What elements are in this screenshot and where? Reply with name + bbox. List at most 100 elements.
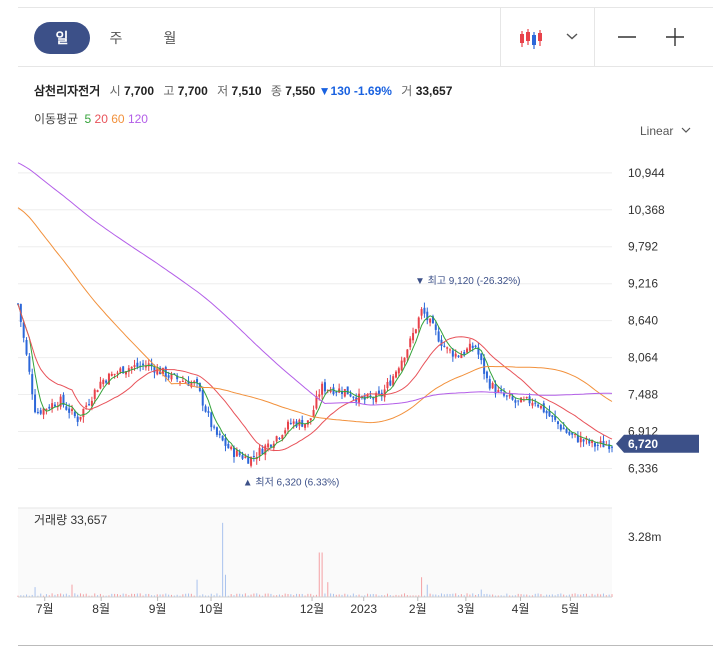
candle — [304, 423, 307, 428]
period-tab-week[interactable]: 주 — [109, 30, 123, 46]
candle — [363, 396, 366, 400]
plus-icon[interactable] — [664, 26, 688, 50]
price-axis-tick: 10,944 — [628, 166, 665, 180]
candle — [218, 433, 221, 436]
candle — [125, 371, 127, 375]
candle — [420, 309, 423, 316]
candle — [25, 340, 28, 355]
ma-20[interactable]: 20 — [94, 112, 108, 126]
x-axis-tick: 12월 — [300, 602, 324, 616]
candle — [377, 390, 380, 394]
candle — [329, 389, 332, 392]
candle — [76, 416, 79, 422]
minus-icon[interactable] — [616, 26, 640, 50]
period-tab-month[interactable]: 월 — [163, 30, 177, 46]
candle — [412, 332, 415, 341]
candle — [551, 415, 554, 417]
candle — [312, 409, 315, 418]
candle — [477, 347, 480, 355]
candle — [559, 424, 562, 430]
candle — [122, 366, 125, 374]
candle — [105, 380, 108, 383]
candle — [548, 410, 551, 417]
candle — [133, 365, 136, 367]
volume-panel-bg — [18, 508, 612, 597]
candle — [292, 421, 295, 424]
candle — [281, 435, 284, 439]
candle — [397, 368, 400, 374]
x-axis-tick: 2월 — [409, 602, 427, 616]
candle — [395, 371, 397, 378]
candle — [238, 452, 241, 456]
candle — [557, 421, 559, 425]
candle — [147, 363, 150, 367]
candle — [269, 444, 272, 447]
candle — [596, 444, 599, 446]
candle — [287, 421, 289, 430]
stock-quote-bar: 삼천리자전거 시 7,700 고 7,700 저 7,510 종 7,550 ▼… — [34, 82, 452, 99]
candle — [372, 398, 375, 400]
ma-5[interactable]: 5 — [84, 112, 92, 126]
candlestick-icon[interactable] — [518, 26, 542, 50]
chevron-down-icon[interactable] — [564, 28, 588, 52]
candle — [90, 400, 93, 407]
candle — [520, 397, 523, 403]
candle — [181, 380, 184, 382]
candle — [193, 381, 196, 383]
candle — [341, 390, 343, 394]
candle — [457, 355, 460, 357]
period-tab-day[interactable]: 일 — [34, 22, 90, 54]
candle — [34, 394, 37, 413]
candle — [144, 365, 147, 368]
low-value: 7,510 — [231, 84, 262, 98]
candle — [554, 415, 557, 420]
candle — [102, 379, 105, 385]
x-axis-tick: 5월 — [562, 602, 580, 616]
candle — [545, 411, 548, 414]
scale-mode-dropdown[interactable]: Linear — [640, 124, 691, 138]
candle — [443, 345, 446, 347]
candle — [48, 406, 51, 409]
candle — [485, 371, 488, 379]
candle — [116, 372, 119, 374]
candle — [537, 404, 540, 407]
price-axis-tick: 9,216 — [628, 277, 658, 291]
candle — [267, 443, 270, 448]
candle — [176, 375, 179, 380]
candle — [247, 456, 250, 464]
open-label: 시 — [109, 84, 121, 98]
ma-120[interactable]: 120 — [127, 112, 148, 126]
candle — [167, 375, 170, 378]
candle — [483, 357, 486, 374]
candle — [184, 382, 187, 384]
candle — [534, 402, 537, 404]
ma-line-60 — [17, 207, 613, 424]
candle — [426, 311, 429, 321]
candle — [437, 331, 440, 342]
candle — [358, 393, 361, 403]
candle — [434, 324, 437, 330]
candle — [522, 399, 525, 401]
candle — [213, 426, 216, 428]
candle — [198, 382, 201, 392]
candle — [585, 438, 588, 440]
candle — [386, 381, 389, 389]
candle — [471, 345, 474, 348]
candle — [528, 396, 531, 404]
candle — [233, 447, 235, 458]
candle — [79, 416, 82, 420]
last-price-value: 6,720 — [628, 437, 658, 451]
candle — [517, 400, 520, 402]
candle — [45, 408, 48, 410]
ma-60[interactable]: 60 — [111, 112, 125, 126]
candle — [321, 383, 324, 395]
candle — [352, 396, 355, 398]
candle — [446, 347, 449, 349]
candle — [107, 373, 110, 385]
change-arrow-icon: ▼ — [318, 84, 331, 98]
candle — [173, 373, 176, 375]
candle — [309, 418, 312, 421]
candle — [179, 381, 181, 383]
candle — [224, 438, 227, 446]
candle — [19, 304, 22, 322]
